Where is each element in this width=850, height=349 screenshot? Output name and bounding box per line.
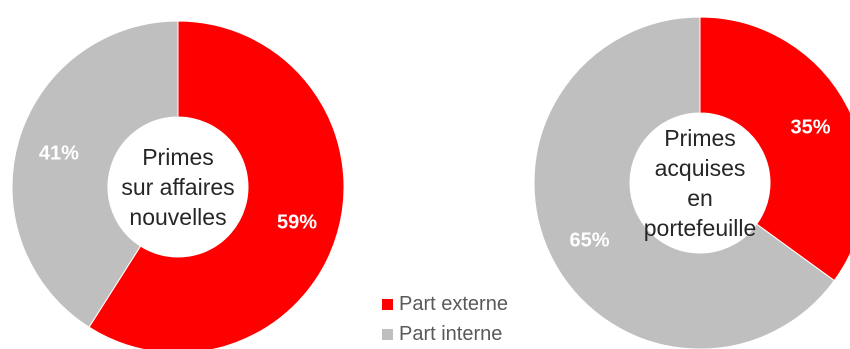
legend-label-part-interne: Part interne bbox=[399, 322, 503, 345]
center-label-line: portefeuille bbox=[644, 215, 757, 241]
donut-chart-2: 35% 65% Primes acquises en portefeuille bbox=[533, 16, 850, 349]
donut-hole bbox=[108, 117, 248, 257]
data-label: 35% bbox=[790, 117, 830, 139]
data-label: 59% bbox=[277, 212, 317, 234]
donut-chart-1: 59% 41% Primes sur affaires nouvelles bbox=[11, 20, 345, 349]
slice-part-interne bbox=[11, 20, 179, 328]
center-label-line: Primes bbox=[142, 144, 214, 170]
donut-hole bbox=[630, 113, 770, 253]
legend-swatch-part-interne bbox=[382, 328, 393, 340]
center-label-line: nouvelles bbox=[129, 204, 226, 230]
data-label: 41% bbox=[39, 142, 79, 164]
chart-legend: Part externe Part interne bbox=[382, 289, 508, 349]
data-label: 65% bbox=[569, 229, 609, 251]
center-label-line: en bbox=[687, 185, 713, 211]
center-label-line: sur affaires bbox=[121, 174, 234, 200]
legend-item-part-interne: Part interne bbox=[382, 319, 508, 349]
legend-item-part-externe: Part externe bbox=[382, 289, 508, 319]
legend-swatch-part-externe bbox=[382, 298, 393, 310]
center-label-line: Primes bbox=[664, 125, 736, 151]
center-label-line: acquises bbox=[655, 155, 746, 181]
legend-label-part-externe: Part externe bbox=[399, 292, 508, 315]
